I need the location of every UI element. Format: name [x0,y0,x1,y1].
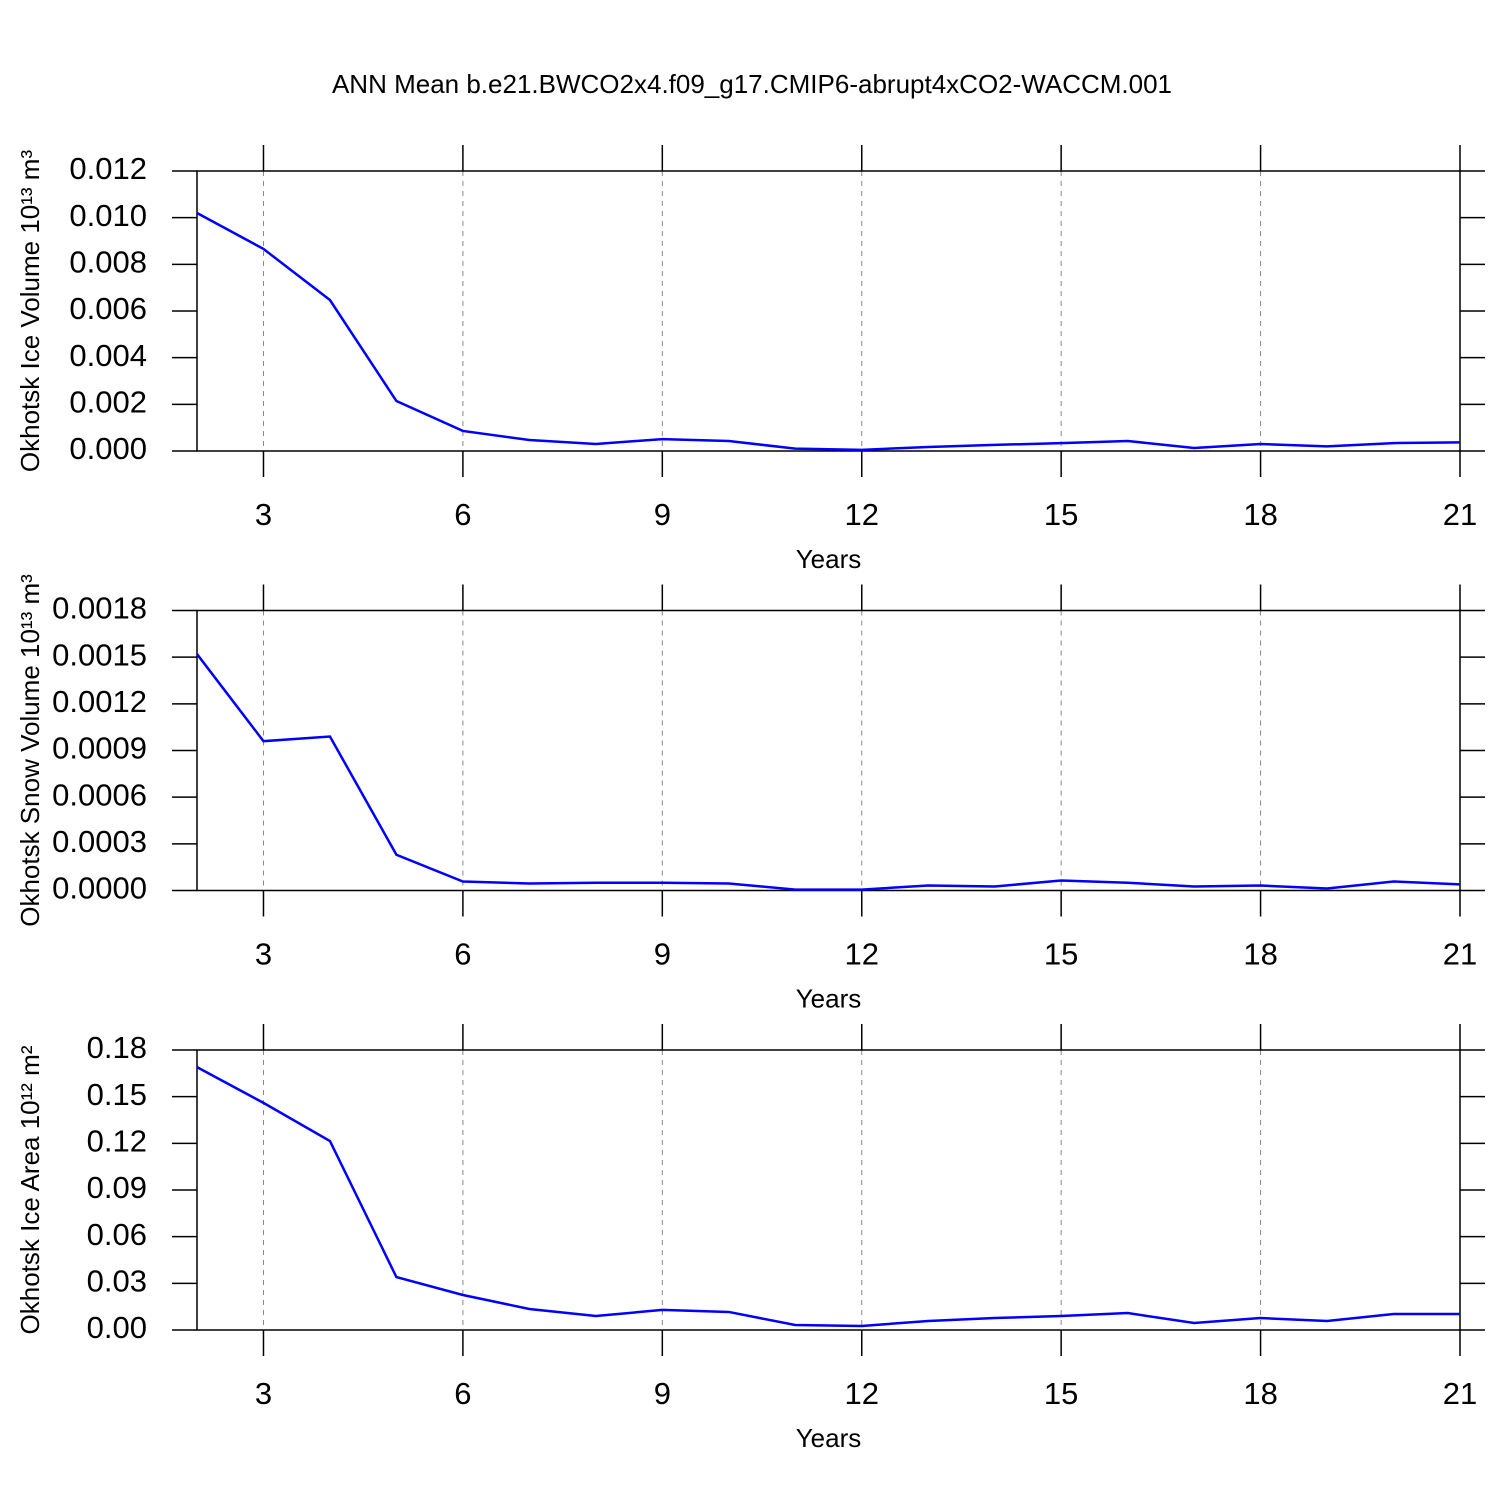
plot-frame [196,170,1461,452]
x-tick-label: 21 [1443,937,1477,972]
data-line [196,1066,1460,1328]
x-tick-label: 15 [1044,1376,1078,1411]
x-tick-label: 18 [1243,497,1277,532]
x-tick-label: 21 [1443,1376,1477,1411]
y-axis-label: Okhotsk Ice Area 10¹² m² [15,1045,45,1334]
y-tick-label: 0.18 [87,1030,147,1065]
x-tick-label: 3 [255,497,272,532]
x-tick-label: 3 [255,1376,272,1411]
x-tick-label: 18 [1243,1376,1277,1411]
y-tick-label: 0.00 [87,1310,147,1345]
x-tick-label: 6 [454,1376,471,1411]
figure-title: ANN Mean b.e21.BWCO2x4.f09_g17.CMIP6-abr… [332,69,1172,99]
y-tick-label: 0.000 [69,431,147,466]
x-tick-label: 15 [1044,497,1078,532]
x-tick-label: 12 [844,937,878,972]
x-tick-label: 6 [454,937,471,972]
x-axis-label: Years [796,1423,862,1453]
y-tick-label: 0.010 [69,198,147,233]
x-axis-label: Years [796,544,862,574]
y-tick-label: 0.008 [69,245,147,280]
x-tick-label: 18 [1243,937,1277,972]
x-tick-label: 9 [654,497,671,532]
x-tick-label: 6 [454,497,471,532]
y-tick-label: 0.0003 [52,824,147,859]
y-tick-label: 0.06 [87,1217,147,1252]
x-axis-label: Years [796,983,862,1013]
y-tick-label: 0.004 [69,338,147,373]
y-tick-label: 0.0006 [52,777,147,812]
y-axis-label: Okhotsk Snow Volume 10¹³ m³ [15,574,45,927]
y-tick-label: 0.012 [69,151,147,186]
x-tick-label: 3 [255,937,272,972]
y-tick-label: 0.12 [87,1124,147,1159]
y-tick-label: 0.006 [69,291,147,326]
data-line [196,211,1461,452]
data-line [196,653,1461,891]
y-tick-label: 0.0012 [52,684,147,719]
x-tick-label: 12 [844,497,878,532]
x-tick-label: 12 [844,1376,878,1411]
y-tick-label: 0.0000 [52,871,147,906]
x-tick-label: 9 [654,937,671,972]
x-tick-label: 9 [654,1376,671,1411]
y-axis-label: Okhotsk Ice Volume 10¹³ m³ [15,150,45,473]
y-tick-label: 0.03 [87,1264,147,1299]
y-tick-label: 0.002 [69,385,147,420]
plot-frame [196,1049,1461,1331]
y-tick-label: 0.15 [87,1077,147,1112]
x-tick-label: 15 [1044,937,1078,972]
y-tick-label: 0.0018 [52,591,147,626]
y-tick-label: 0.0009 [52,731,147,766]
y-tick-label: 0.09 [87,1170,147,1205]
x-tick-label: 21 [1443,497,1477,532]
y-tick-label: 0.0015 [52,637,147,672]
